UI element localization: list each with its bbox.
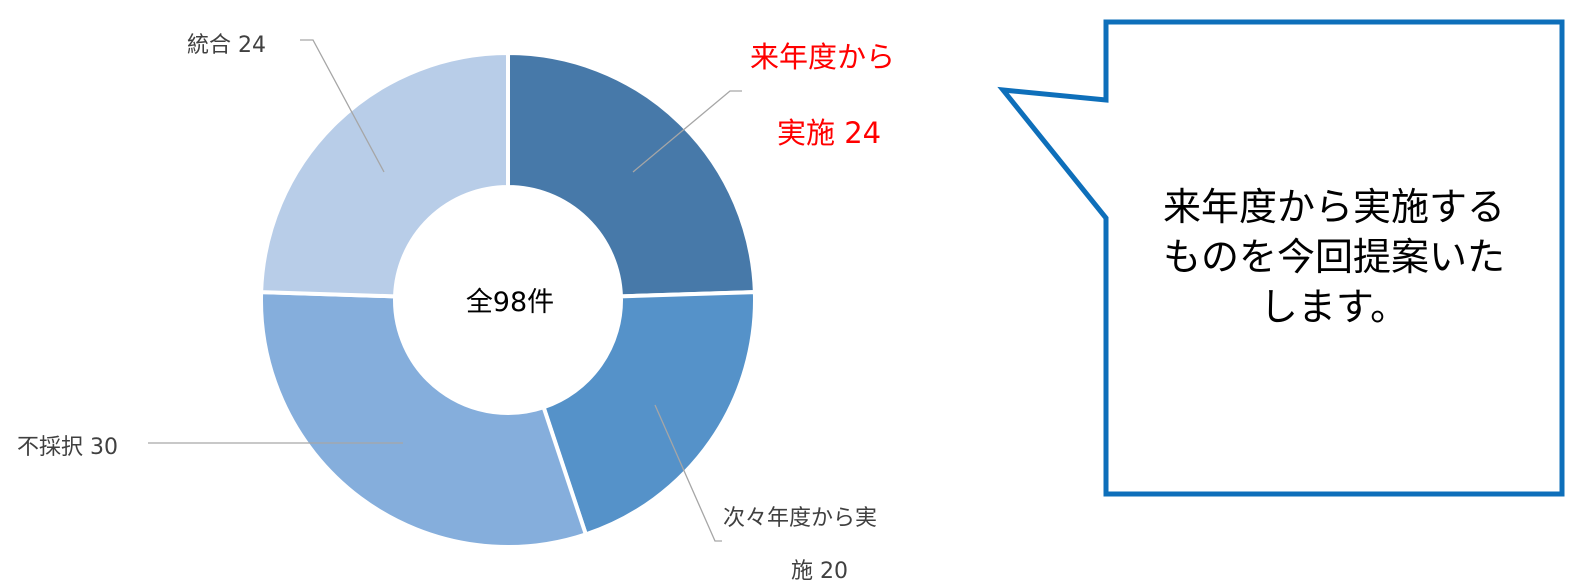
slice-label-line: 統合 24 [187, 33, 266, 58]
leader-line [654, 404, 722, 542]
donut-slices [259, 50, 757, 549]
slice-label-line: 施 20 [791, 559, 848, 584]
leader-line [632, 90, 742, 173]
leader-line [300, 39, 385, 173]
callout-text: 来年度から実施する ものを今回提案いた します。 [1112, 182, 1556, 332]
callout-line: します。 [1259, 285, 1409, 329]
slice-label-line: 来年度から [750, 40, 896, 74]
leader-lines [148, 39, 742, 542]
slice-label-line: 次々年度から実 [723, 506, 878, 531]
donut-slice [541, 290, 757, 537]
slice-label-line: 不採択 30 [17, 435, 118, 460]
speech-callout [997, 19, 1565, 497]
callout-bubble [997, 19, 1565, 497]
donut-slice [506, 50, 757, 299]
donut-slice [259, 290, 589, 549]
donut-slice [259, 50, 510, 299]
callout-line: 来年度から実施する [1162, 185, 1505, 229]
donut-center-label: 全98件 [465, 287, 555, 318]
slice-label-line: 実施 24 [777, 116, 882, 150]
callout-line: ものを今回提案いた [1162, 235, 1505, 279]
